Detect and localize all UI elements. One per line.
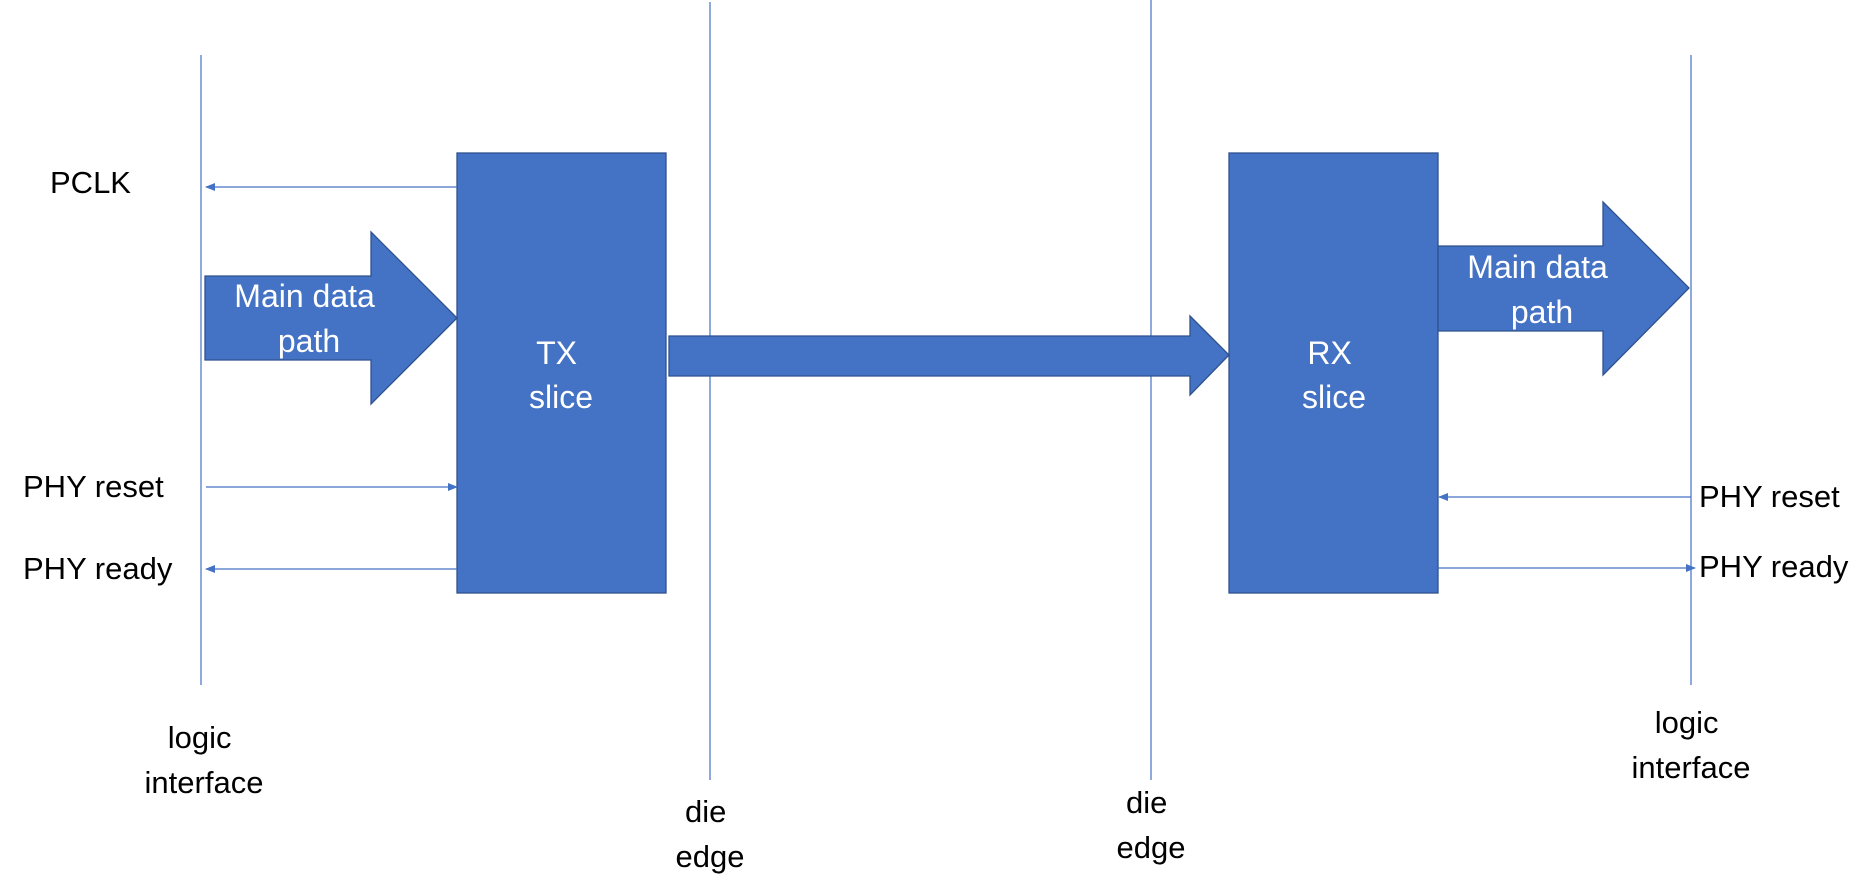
rx-slice-block [1228,152,1439,594]
right-logic-interface-label: logic interface [1632,705,1751,785]
right-main-data-path-label: Main data path [1467,249,1616,330]
rx-slice-label: RX slice [1302,335,1366,415]
right-die-edge-label: die edge [1117,785,1186,865]
tx-slice-block [456,152,667,594]
left-main-data-path-arrow [204,230,458,406]
pclk-label: PCLK [50,165,131,200]
left-phy-reset-label: PHY reset [23,469,164,504]
tx-slice-label: TX slice [529,335,593,415]
die-crossing-data-arrow [668,314,1230,397]
left-die-edge-label: die edge [676,794,745,874]
right-main-data-path-arrow [1437,200,1690,377]
right-phy-reset-label: PHY reset [1699,479,1840,514]
left-logic-interface-label: logic interface [145,720,264,800]
left-phy-ready-label: PHY ready [23,551,173,586]
left-main-data-path-label: Main data path [234,278,383,359]
right-phy-ready-label: PHY ready [1699,549,1849,584]
